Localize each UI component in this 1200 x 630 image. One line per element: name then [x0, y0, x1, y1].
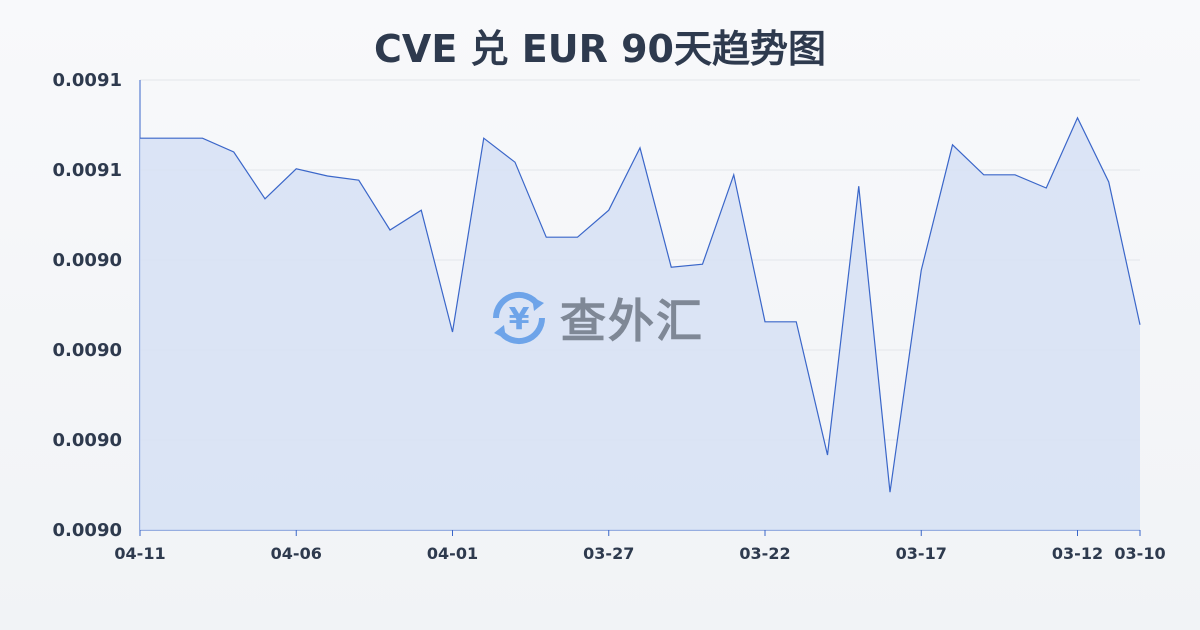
- area-fill: [140, 117, 1140, 531]
- y-tick-label: 0.0090: [53, 430, 122, 451]
- x-tick-label: 04-06: [271, 544, 322, 563]
- x-tick-label: 03-12: [1052, 544, 1103, 563]
- y-tick-label: 0.0090: [53, 340, 122, 361]
- x-tick-label: 04-11: [114, 544, 165, 563]
- x-tick-label: 03-22: [739, 544, 790, 563]
- watermark: ¥ 查外汇: [488, 285, 704, 351]
- watermark-text: 查外汇: [560, 294, 704, 348]
- y-tick-label: 0.0091: [53, 160, 122, 181]
- x-tick-label: 04-01: [427, 544, 478, 563]
- y-tick-label: 0.0090: [53, 520, 122, 541]
- x-tick-label: 03-17: [896, 544, 947, 563]
- yen-exchange-icon: ¥: [492, 291, 546, 345]
- y-tick-label: 0.0090: [53, 250, 122, 271]
- y-tick-label: 0.0091: [53, 70, 122, 91]
- chart-title: CVE 兑 EUR 90天趋势图: [374, 27, 826, 71]
- x-tick-label: 03-10: [1114, 544, 1165, 563]
- x-tick-label: 03-27: [583, 544, 634, 563]
- svg-text:¥: ¥: [509, 302, 530, 337]
